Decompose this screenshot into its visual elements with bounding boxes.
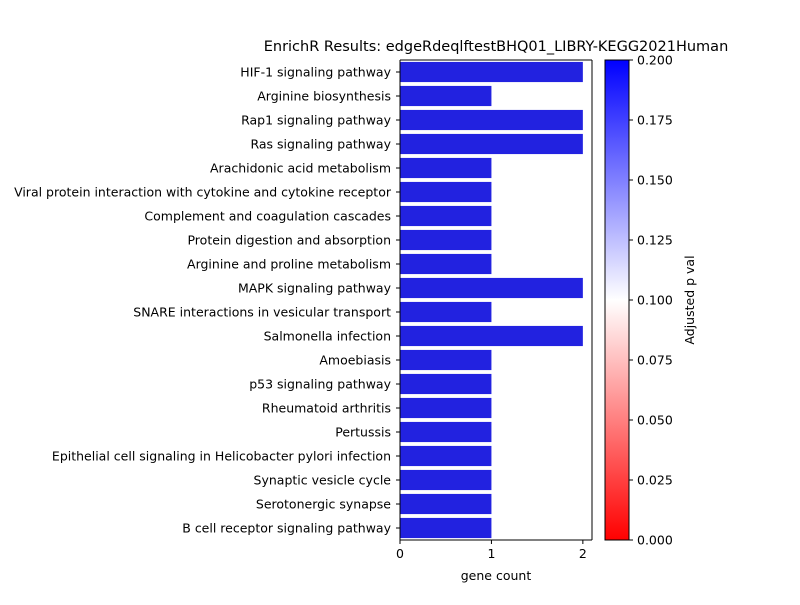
bar (400, 445, 492, 467)
category-label: MAPK signaling pathway (238, 281, 392, 296)
category-label: Viral protein interaction with cytokine … (14, 185, 392, 200)
category-label: Rheumatoid arthritis (262, 401, 391, 416)
bar (400, 253, 492, 275)
category-label: Epithelial cell signaling in Helicobacte… (52, 449, 391, 464)
category-label: p53 signaling pathway (249, 377, 391, 392)
colorbar: 0.000 0.025 0.050 0.075 0.100 0.125 0.150 0.175… (604, 53, 697, 548)
category-label: Pertussis (335, 425, 391, 440)
bar (400, 229, 492, 251)
colorbar-tick-label: 0.125 (637, 233, 673, 248)
chart-title: EnrichR Results: edgeRdeqlftestBHQ01_LIB… (264, 39, 729, 55)
x-axis: 0 1 2 (396, 540, 587, 561)
category-label: SNARE interactions in vesicular transpor… (133, 305, 391, 320)
category-label: Arginine biosynthesis (257, 89, 391, 104)
colorbar-tick-label: 0.200 (637, 53, 673, 68)
colorbar-tick-label: 0.150 (637, 173, 673, 188)
bar (400, 61, 583, 83)
category-label: HIF-1 signaling pathway (240, 65, 391, 80)
bar (400, 397, 492, 419)
plot-frame (399, 59, 593, 541)
category-label: Salmonella infection (264, 329, 391, 344)
category-label: B cell receptor signaling pathway (182, 521, 391, 536)
category-label: Amoebiasis (319, 353, 391, 368)
bar (400, 349, 492, 371)
category-label: Protein digestion and absorption (187, 233, 391, 248)
bar (400, 301, 492, 323)
bar (400, 109, 583, 131)
bar (400, 181, 492, 203)
bars-group (400, 61, 583, 539)
bar (400, 469, 492, 491)
colorbar-tick-label: 0.075 (637, 353, 673, 368)
bar (400, 205, 492, 227)
colorbar-gradient (605, 60, 629, 540)
bar (400, 325, 583, 347)
bar (400, 85, 492, 107)
category-label: Serotonergic synapse (256, 497, 391, 512)
x-tick-label: 2 (579, 546, 587, 561)
x-tick-label: 0 (396, 546, 404, 561)
bar (400, 421, 492, 443)
bar (400, 277, 583, 299)
colorbar-tick-label: 0.050 (637, 413, 673, 428)
colorbar-tick-label: 0.175 (637, 113, 673, 128)
colorbar-tick-label: 0.025 (637, 473, 673, 488)
category-label: Arginine and proline metabolism (187, 257, 391, 272)
colorbar-ticks: 0.000 0.025 0.050 0.075 0.100 0.125 0.150 0.175… (629, 53, 673, 548)
category-labels: HIF-1 signaling pathway Arginine biosynth… (14, 65, 400, 536)
category-label: Ras signaling pathway (250, 137, 391, 152)
bar (400, 157, 492, 179)
colorbar-tick-label: 0.000 (637, 533, 673, 548)
x-axis-label: gene count (461, 568, 532, 583)
colorbar-label: Adjusted p val (682, 255, 697, 344)
bar (400, 517, 492, 539)
category-label: Synaptic vesicle cycle (254, 473, 392, 488)
bar (400, 373, 492, 395)
bar (400, 493, 492, 515)
category-label: Arachidonic acid metabolism (210, 161, 391, 176)
category-label: Complement and coagulation cascades (144, 209, 391, 224)
category-label: Rap1 signaling pathway (241, 113, 392, 128)
x-tick-label: 1 (487, 546, 495, 561)
colorbar-tick-label: 0.100 (637, 293, 673, 308)
bar (400, 133, 583, 155)
